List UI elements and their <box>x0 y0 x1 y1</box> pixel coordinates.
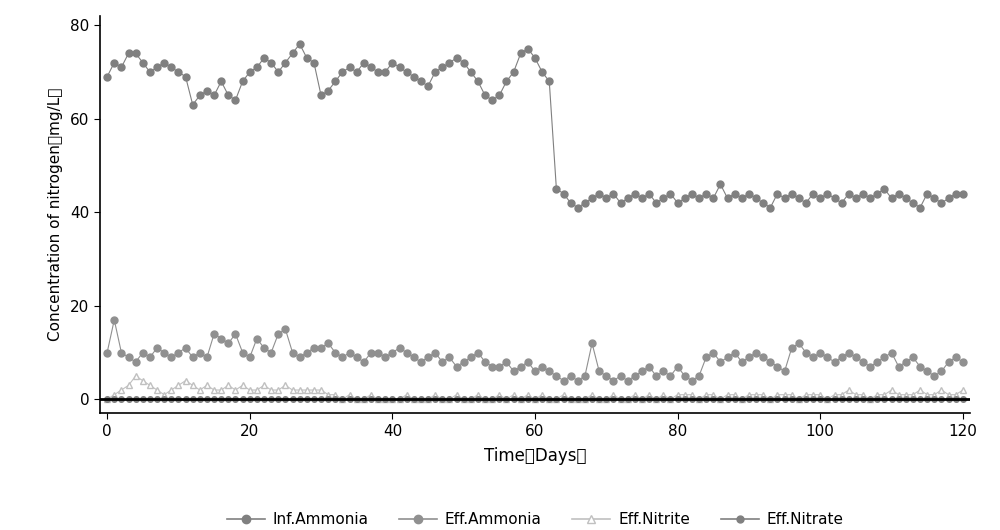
X-axis label: Time（Days）: Time（Days） <box>484 447 586 465</box>
Y-axis label: Concentration of nitrogen（mg/L）: Concentration of nitrogen（mg/L） <box>48 88 63 341</box>
Legend: Inf.Ammonia, Eff.Ammonia, Eff.Nitrite, Eff.Nitrate: Inf.Ammonia, Eff.Ammonia, Eff.Nitrite, E… <box>221 506 849 530</box>
